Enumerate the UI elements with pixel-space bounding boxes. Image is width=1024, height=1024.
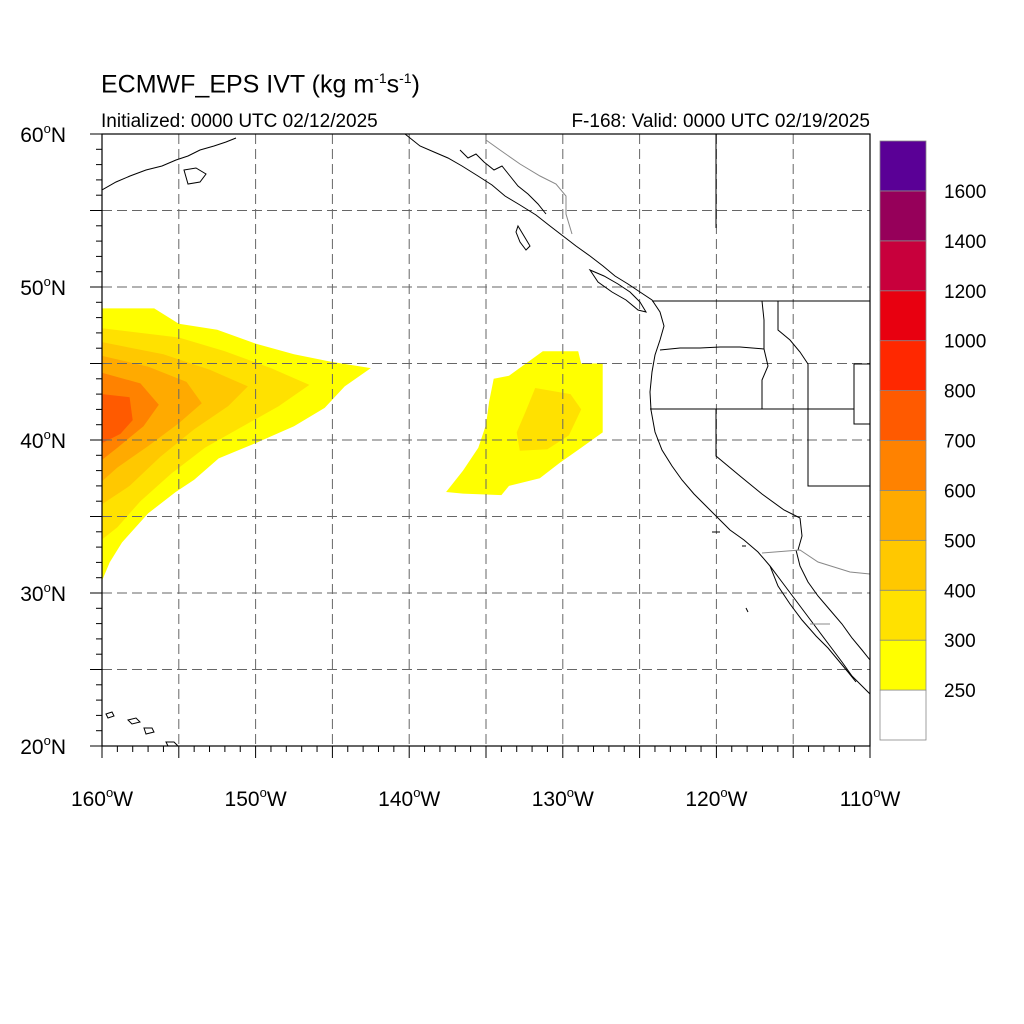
colorbar-swatch — [879, 539, 927, 591]
ivt-shading — [102, 308, 603, 581]
coastline-hawaii-2 — [127, 717, 141, 725]
colorbar-label: 300 — [944, 631, 976, 652]
lat-suffix: N — [51, 430, 66, 453]
colorbar-swatch — [879, 639, 927, 691]
degree-mark: o — [44, 733, 51, 748]
colorbar-label: 400 — [944, 581, 976, 602]
degree-mark: o — [873, 785, 880, 800]
border-oregon-idaho — [761, 348, 769, 409]
degree-mark: o — [567, 785, 574, 800]
colorbar-swatch — [879, 689, 927, 741]
longitude-labels: 160oW 150oW 140oW 130oW 120oW 110oW — [71, 785, 901, 811]
lat-label: 50oN — [20, 274, 66, 300]
coastline-kodiak — [183, 167, 207, 185]
lon-label: 120oW — [685, 785, 747, 811]
colorbar-label: 700 — [944, 432, 976, 453]
border-arizona — [797, 517, 803, 551]
coastline-hawaii-3 — [143, 727, 155, 735]
lon-suffix: W — [113, 788, 133, 811]
title-suffix: ) — [411, 70, 420, 99]
colorbar-swatch — [879, 240, 927, 292]
lon-suffix: W — [728, 788, 748, 811]
coastline-haida-gwaii — [515, 224, 531, 251]
lat-suffix: N — [51, 583, 66, 606]
lat-label: 30oN — [20, 580, 66, 606]
colorbar-swatch — [879, 440, 927, 491]
border-wyoming — [853, 363, 870, 425]
degree-mark: o — [44, 580, 51, 595]
lon-label: 140oW — [378, 785, 440, 811]
colorbar-label: 1000 — [944, 332, 986, 353]
western-plume-700 — [102, 394, 133, 444]
colorbar-label: 800 — [944, 382, 976, 403]
latitude-labels: 60oN 50oN 40oN 30oN 20oN — [20, 121, 66, 759]
coastline-baja — [769, 565, 857, 683]
colorbar: 250 300 400 500 600 700 800 1000 1200 1400 1600 — [879, 140, 986, 741]
lon-suffix: W — [574, 788, 594, 811]
title-mid: s — [386, 70, 400, 99]
valid-time: F-168: Valid: 0000 UTC 02/19/2025 — [571, 111, 870, 132]
degree-mark: o — [44, 121, 51, 136]
lat-suffix: N — [51, 736, 66, 759]
coastline-vancouver-island — [588, 268, 648, 313]
colorbar-swatch — [879, 589, 927, 641]
degree-mark: o — [260, 785, 267, 800]
colorbar-swatch — [879, 490, 927, 541]
border-california-nevada — [715, 409, 801, 519]
colorbar-label: 250 — [944, 681, 976, 702]
border-nevada-utah — [807, 409, 870, 487]
coastline-alaska-islands — [459, 149, 547, 215]
border-us-mexico — [761, 549, 870, 575]
lat-label: 40oN — [20, 427, 66, 453]
colorbar-swatch — [879, 290, 927, 342]
border-alaska-canada — [485, 139, 573, 235]
title-prefix: ECMWF_EPS IVT (kg m — [101, 70, 375, 99]
initialized-time: Initialized: 0000 UTC 02/12/2025 — [101, 111, 378, 132]
lat-label: 60oN — [20, 121, 66, 147]
coastlines — [102, 134, 870, 746]
lon-label: 150oW — [225, 785, 287, 811]
lon-suffix: W — [880, 788, 900, 811]
coastline-channel-islands — [712, 531, 749, 613]
colorbar-label: 1600 — [944, 182, 986, 203]
colorbar-swatch — [879, 190, 927, 242]
coastline-hawaii-4 — [165, 741, 179, 746]
degree-mark: o — [106, 785, 113, 800]
lat-suffix: N — [51, 277, 66, 300]
lon-suffix: W — [420, 788, 440, 811]
lat-suffix: N — [51, 124, 66, 147]
degree-mark: o — [720, 785, 727, 800]
coastline-gulf-of-california — [795, 549, 870, 661]
map-title: ECMWF_EPS IVT (kg m-1s-1) — [101, 70, 420, 99]
degree-mark: o — [44, 274, 51, 289]
colorbar-label: 500 — [944, 531, 976, 552]
colorbar-label: 1200 — [944, 282, 986, 303]
lon-label: 130oW — [532, 785, 594, 811]
lat-label: 20oN — [20, 733, 66, 759]
eastern-plume-300 — [516, 388, 582, 451]
political-boundaries — [485, 134, 870, 625]
degree-mark: o — [413, 785, 420, 800]
colorbar-label: 600 — [944, 481, 976, 502]
colorbar-swatch — [879, 140, 927, 192]
lon-label: 110oW — [840, 785, 901, 811]
lon-label: 160oW — [71, 785, 133, 811]
coastline-hawaii-1 — [105, 711, 115, 719]
colorbar-swatch — [879, 340, 927, 391]
coastline-alaska-peninsula — [102, 137, 237, 191]
colorbar-label: 1400 — [944, 232, 986, 253]
degree-mark: o — [44, 427, 51, 442]
axis-ticks — [90, 133, 871, 758]
title-exp-1: -1 — [374, 70, 387, 86]
border-washington-oregon — [659, 300, 765, 351]
border-idaho-montana — [777, 301, 809, 409]
colorbar-swatch — [879, 390, 927, 441]
lon-suffix: W — [267, 788, 287, 811]
coastline-mainland — [404, 134, 870, 695]
title-exp-2: -1 — [399, 70, 412, 86]
